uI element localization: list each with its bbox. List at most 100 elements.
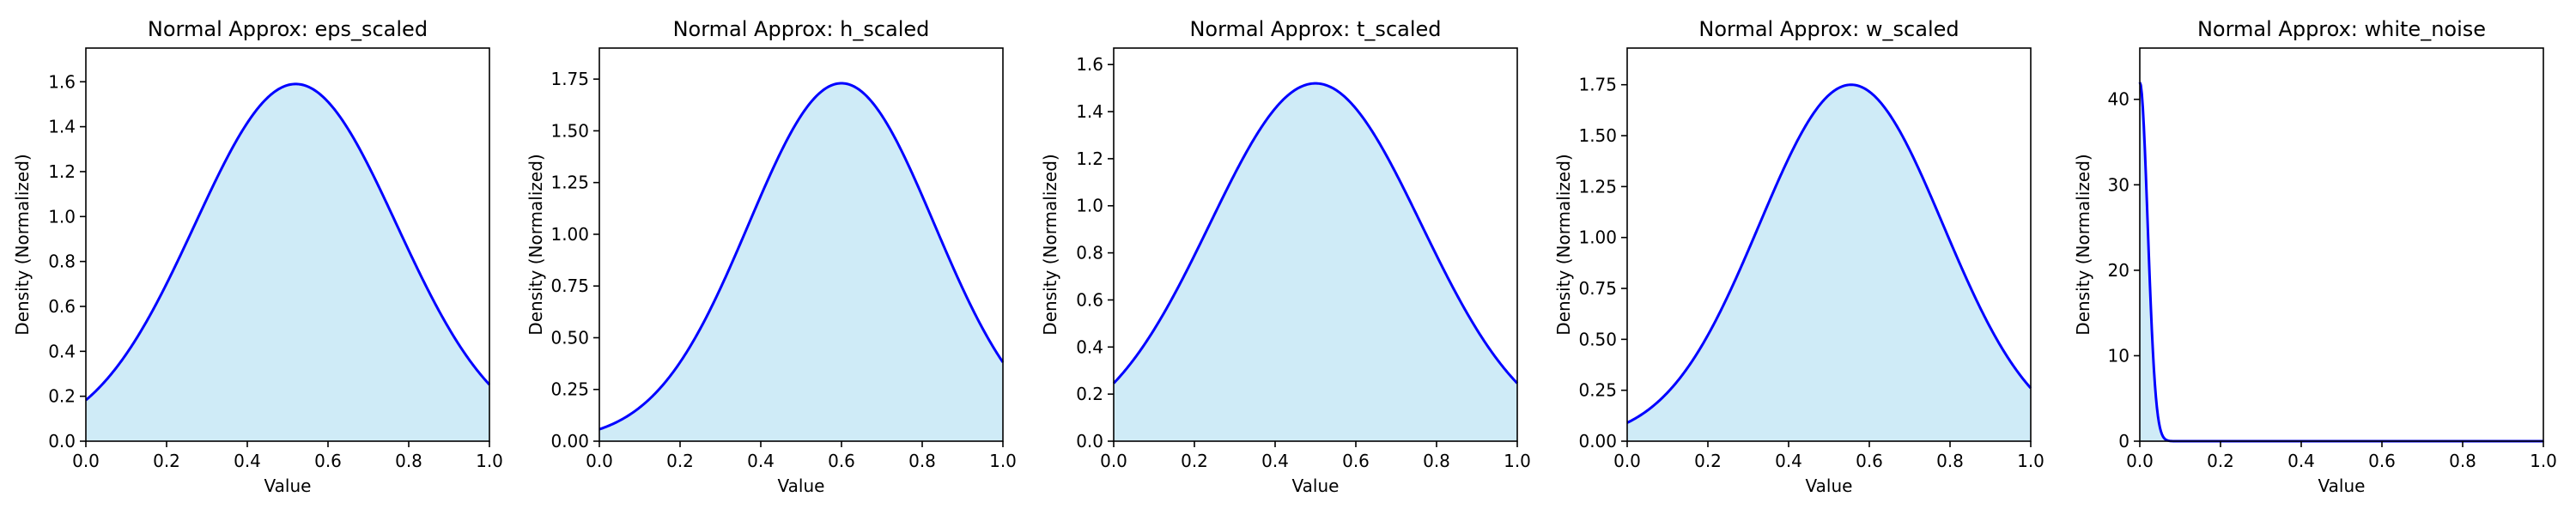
chart-title: Normal Approx: eps_scaled [148, 17, 428, 41]
y-tick-label: 1.00 [1578, 227, 1617, 248]
density-area [86, 83, 489, 442]
y-tick-label: 1.75 [1578, 75, 1617, 95]
x-axis-label: Value [1806, 476, 1853, 496]
x-axis-label: Value [1292, 476, 1340, 496]
x-tick-label: 0.2 [1181, 451, 1208, 471]
density-area [2140, 82, 2543, 441]
chart-panel-5: 0.0 0.2 0.4 0.6 0.8 1.0 0 10 20 30 40 Normal Approx… [2073, 17, 2557, 496]
x-tick-label: 0.6 [828, 451, 855, 471]
x-axis-label: Value [778, 476, 825, 496]
density-area [599, 82, 1003, 441]
x-tick-label: 0.6 [314, 451, 342, 471]
x-tick-label: 0.0 [586, 451, 613, 471]
y-tick-label: 0.25 [550, 379, 589, 400]
y-tick-label: 30 [2108, 174, 2129, 195]
x-tick-label: 0.0 [1613, 451, 1641, 471]
chart-title: Normal Approx: t_scaled [1189, 17, 1441, 41]
axes-frame [1113, 47, 1518, 442]
y-tick-label: 0.0 [48, 431, 76, 451]
x-tick-label: 1.0 [1504, 451, 1531, 471]
x-tick-label: 0.2 [666, 451, 694, 471]
x-tick-label: 0.8 [2449, 451, 2476, 471]
chart-title: Normal Approx: h_scaled [673, 17, 930, 41]
x-tick-label: 0.2 [1694, 451, 1722, 471]
density-area [1627, 84, 2031, 441]
x-tick-label: 0.6 [2368, 451, 2396, 471]
y-tick-label: 0.50 [1578, 329, 1617, 349]
chart-title: Normal Approx: w_scaled [1698, 17, 1959, 41]
x-tick-label: 0.8 [1423, 451, 1450, 471]
x-tick-label: 0.0 [1100, 451, 1127, 471]
y-tick-label: 1.0 [1076, 196, 1103, 216]
y-tick-label: 1.50 [1578, 125, 1617, 146]
y-tick-label: 0.8 [48, 251, 76, 272]
y-tick-label: 1.4 [48, 117, 76, 137]
y-tick-label: 1.2 [48, 161, 76, 182]
x-tick-label: 0.4 [1775, 451, 1802, 471]
x-tick-label: 0.2 [2207, 451, 2234, 471]
y-tick-label: 1.25 [1578, 176, 1617, 197]
chart-panel-3: 0.0 0.2 0.4 0.6 0.8 1.0 0.0 0.2 0.4 0.6 0.8 1.0 1.2 1… [1040, 17, 1531, 496]
y-tick-label: 1.6 [1076, 54, 1103, 75]
x-tick-label: 0.4 [747, 451, 775, 471]
y-axis-label: Density (Normalized) [12, 154, 33, 335]
density-area [1114, 83, 1517, 441]
y-tick-label: 0.50 [550, 327, 589, 348]
chart-panel-4: 0.0 0.2 0.4 0.6 0.8 1.0 0.00 0.25 0.50 0.75 1.00 1.… [1553, 17, 2044, 496]
y-axis-label: Density (Normalized) [2073, 154, 2093, 335]
y-axis-label: Density (Normalized) [1040, 154, 1060, 335]
x-tick-label: 0.4 [1261, 451, 1289, 471]
chart-panel-1: 0.0 0.2 0.4 0.6 0.8 1.0 0.0 0.2 0.4 0.6 0.8 1.0 1.2 1… [12, 17, 503, 496]
y-tick-label: 10 [2108, 345, 2129, 366]
y-tick-label: 1.25 [550, 173, 589, 193]
x-tick-label: 1.0 [989, 451, 1017, 471]
x-tick-label: 0.4 [2287, 451, 2315, 471]
chart-panel-2: 0.0 0.2 0.4 0.6 0.8 1.0 0.00 0.25 0.50 0.75 1.00 1.… [526, 17, 1017, 496]
y-tick-label: 0.2 [48, 386, 76, 407]
y-tick-label: 1.6 [48, 71, 76, 92]
x-tick-label: 1.0 [2017, 451, 2044, 471]
y-tick-label: 1.4 [1076, 101, 1103, 122]
chart-title: Normal Approx: white_noise [2197, 17, 2486, 41]
x-tick-label: 1.0 [2530, 451, 2557, 471]
x-tick-label: 0.4 [234, 451, 261, 471]
y-tick-label: 1.00 [550, 224, 589, 245]
y-tick-label: 1.75 [550, 69, 589, 89]
x-tick-label: 0.8 [395, 451, 422, 471]
axes-frame [1626, 47, 2032, 442]
density-line [85, 82, 491, 402]
y-tick-label: 1.2 [1076, 148, 1103, 169]
y-tick-label: 0.75 [1578, 278, 1617, 299]
density-line [1626, 83, 2032, 424]
density-line [2138, 82, 2543, 443]
x-tick-label: 0.8 [908, 451, 936, 471]
x-tick-label: 0.0 [72, 451, 100, 471]
y-tick-label: 1.0 [48, 206, 76, 227]
x-tick-label: 0.8 [1936, 451, 1964, 471]
y-tick-label: 0.2 [1076, 384, 1103, 404]
y-tick-label: 0.8 [1076, 243, 1103, 264]
axes-frame [2139, 47, 2544, 442]
x-tick-label: 1.0 [476, 451, 503, 471]
y-tick-label: 0 [2118, 431, 2129, 451]
y-tick-label: 0.75 [550, 276, 589, 296]
y-tick-label: 40 [2108, 89, 2129, 110]
y-tick-label: 0.4 [48, 341, 76, 361]
density-line [1112, 82, 1519, 385]
x-tick-label: 0.6 [1342, 451, 1370, 471]
y-axis-label: Density (Normalized) [1553, 154, 1574, 335]
y-tick-label: 1.50 [550, 120, 589, 141]
axes-frame [598, 47, 1004, 442]
x-tick-label: 0.2 [153, 451, 180, 471]
y-tick-label: 0.00 [550, 431, 589, 451]
y-tick-label: 0.4 [1076, 336, 1103, 357]
y-tick-label: 0.25 [1578, 380, 1617, 401]
density-line [598, 82, 1005, 431]
x-axis-label: Value [2318, 476, 2366, 496]
y-axis-label: Density (Normalized) [526, 154, 546, 335]
x-tick-label: 0.0 [2126, 451, 2154, 471]
x-axis-label: Value [264, 476, 312, 496]
y-tick-label: 0.6 [48, 296, 76, 317]
axes-frame [85, 47, 490, 442]
